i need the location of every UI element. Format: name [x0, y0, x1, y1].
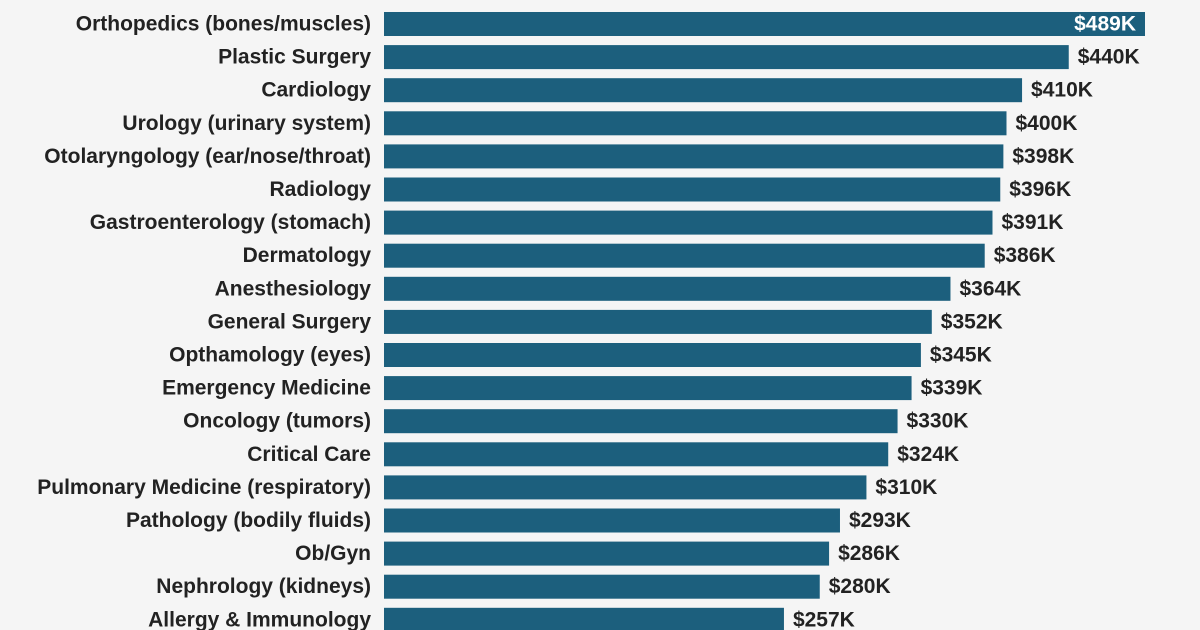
bar — [384, 177, 1001, 202]
value-label: $410K — [1031, 79, 1093, 102]
value-label: $310K — [875, 476, 937, 499]
bar — [384, 276, 951, 301]
category-label: Pathology (bodily fluids) — [126, 509, 371, 532]
bar — [384, 144, 1004, 169]
bar — [384, 343, 921, 367]
category-label: Cardiology — [261, 79, 371, 102]
category-label: Nephrology (kidneys) — [156, 575, 371, 598]
bar — [384, 111, 1007, 136]
value-label: $324K — [897, 443, 959, 466]
bar — [384, 376, 912, 401]
bar — [384, 442, 889, 467]
bar — [384, 409, 898, 434]
category-label: Critical Care — [247, 443, 371, 466]
value-label: $364K — [959, 277, 1021, 300]
value-label: $400K — [1015, 112, 1077, 135]
bars-group: Orthopedics (bones/muscles) $489K Plastic … — [37, 12, 1145, 630]
bar — [384, 45, 1069, 70]
value-label: $352K — [941, 310, 1003, 333]
category-label: Allergy & Immunology — [148, 608, 371, 630]
category-label: Plastic Surgery — [218, 46, 371, 69]
bar — [384, 508, 840, 533]
value-label: $339K — [921, 377, 983, 400]
category-label: Ob/Gyn — [295, 542, 371, 565]
category-label: Oncology (tumors) — [183, 410, 371, 433]
category-label: Orthopedics (bones/muscles) — [76, 13, 371, 36]
value-label: $257K — [793, 608, 855, 630]
category-label: Urology (urinary system) — [122, 112, 371, 135]
bar — [384, 309, 932, 334]
category-label: Anesthesiology — [215, 277, 372, 300]
value-label: $345K — [930, 344, 992, 367]
bar — [384, 12, 1145, 36]
category-label: General Surgery — [208, 310, 372, 333]
category-label: Radiology — [269, 178, 371, 201]
category-label: Opthamology (eyes) — [169, 344, 371, 367]
category-label: Dermatology — [243, 244, 372, 267]
bar — [384, 78, 1023, 103]
value-label: $489K — [1074, 13, 1136, 36]
category-label: Emergency Medicine — [162, 377, 371, 400]
category-label: Pulmonary Medicine (respiratory) — [37, 476, 371, 499]
bar — [384, 475, 867, 500]
bar — [384, 574, 820, 599]
bar — [384, 607, 784, 630]
category-label: Gastroenterology (stomach) — [90, 211, 371, 234]
bar — [384, 210, 993, 235]
bar — [384, 541, 830, 566]
value-label: $330K — [907, 410, 969, 433]
category-label: Otolaryngology (ear/nose/throat) — [44, 145, 371, 168]
value-label: $398K — [1012, 145, 1074, 168]
value-label: $396K — [1009, 178, 1071, 201]
value-label: $286K — [838, 542, 900, 565]
value-label: $293K — [849, 509, 911, 532]
value-label: $280K — [829, 575, 891, 598]
value-label: $386K — [994, 244, 1056, 267]
value-label: $440K — [1078, 46, 1140, 69]
value-label: $391K — [1001, 211, 1063, 234]
bar — [384, 243, 985, 268]
